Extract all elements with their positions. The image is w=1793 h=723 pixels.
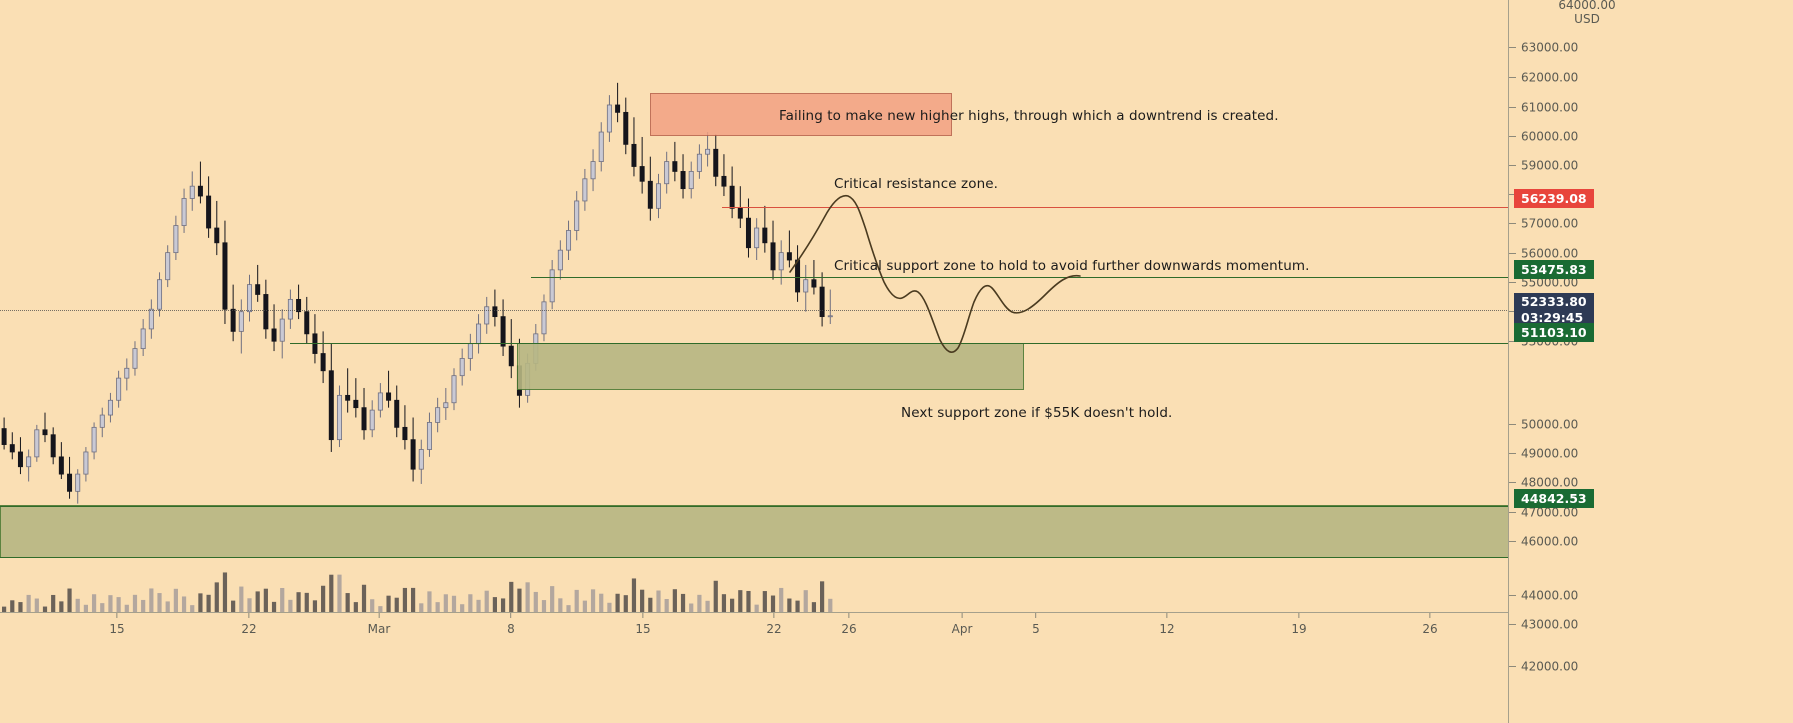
- price-tick: 61000.00: [1509, 100, 1578, 115]
- price-tick: 47000.00: [1509, 505, 1578, 520]
- price-tick: 57000.00: [1509, 216, 1578, 231]
- time-tick: Mar: [368, 613, 390, 636]
- resistance-price-tag[interactable]: 56239.08: [1514, 189, 1594, 208]
- time-tick: 26: [1422, 613, 1438, 636]
- time-tick: 8: [507, 613, 515, 636]
- support-zone-44k[interactable]: [0, 505, 1509, 558]
- price-tick: 56000.00: [1509, 246, 1578, 261]
- price-tick: 63000.00: [1509, 40, 1578, 55]
- price-series: [1, 82, 833, 613]
- time-tick: Apr: [952, 613, 972, 636]
- time-tick: 15: [109, 613, 125, 636]
- price-tick: 46000.00: [1509, 534, 1578, 549]
- price-tick: 62000.00: [1509, 70, 1578, 85]
- annotation-critical-support: Critical support zone to hold to avoid f…: [834, 258, 1310, 274]
- price-tick: 42000.00: [1509, 659, 1578, 674]
- price-tick: 44000.00: [1509, 588, 1578, 603]
- price-tick: 55000.00: [1509, 275, 1578, 290]
- time-tick: 5: [1032, 613, 1040, 636]
- support-line-43000-lower[interactable]: [0, 557, 1509, 558]
- support-line-53475[interactable]: [531, 277, 1509, 278]
- time-tick: 26: [841, 613, 857, 636]
- price-tick: 60000.00: [1509, 129, 1578, 144]
- symbol-top-price: 64000.00: [1558, 0, 1616, 12]
- support-price-tag-44842[interactable]: 44842.53: [1514, 489, 1594, 508]
- time-tick: 22: [241, 613, 257, 636]
- resistance-line-56239[interactable]: [722, 207, 1509, 208]
- price-tick: 43000.00: [1509, 617, 1578, 632]
- resistance-zone-upper[interactable]: [650, 93, 952, 136]
- chart-plot-area[interactable]: [0, 0, 1509, 613]
- annotation-next-support: Next support zone if $55K doesn't hold.: [901, 405, 1173, 421]
- time-tick: 15: [635, 613, 651, 636]
- time-tick: 22: [766, 613, 782, 636]
- support-zone-51k[interactable]: [517, 343, 1024, 390]
- price-axis[interactable]: 64000.00 USD 63000.00 62000.00 61000.00 600…: [1508, 0, 1793, 723]
- support-price-tag-53475[interactable]: 53475.83: [1514, 260, 1594, 279]
- annotation-lower-highs: Failing to make new higher highs, throug…: [779, 108, 1279, 124]
- support-line-44842[interactable]: [0, 506, 1509, 507]
- crosshair-horizontal-line: [0, 310, 1509, 311]
- price-tick: 59000.00: [1509, 158, 1578, 173]
- price-tick: 48000.00: [1509, 475, 1578, 490]
- price-tick: 50000.00: [1509, 417, 1578, 432]
- time-axis[interactable]: 15 22 Mar 8 15 22 26 Apr 5 12 19 26: [0, 612, 1509, 723]
- annotation-critical-resistance: Critical resistance zone.: [834, 176, 999, 192]
- support-price-tag-51103[interactable]: 51103.10: [1514, 323, 1594, 342]
- time-tick: 19: [1291, 613, 1307, 636]
- support-line-51103[interactable]: [290, 343, 1509, 344]
- time-tick: 12: [1159, 613, 1175, 636]
- price-tick: 49000.00: [1509, 446, 1578, 461]
- quote-currency-label: USD: [1574, 12, 1600, 26]
- last-price-tag[interactable]: 52333.80 03:29:45: [1514, 293, 1594, 328]
